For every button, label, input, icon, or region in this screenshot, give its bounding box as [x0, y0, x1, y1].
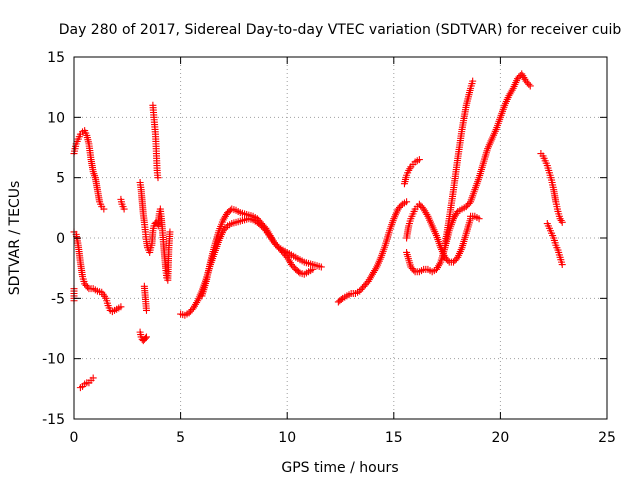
data-point [142, 333, 150, 341]
data-point [142, 306, 150, 314]
data-point [452, 255, 460, 263]
data-point [557, 217, 565, 225]
x-tick-label: 5 [176, 430, 185, 446]
data-point [295, 268, 303, 276]
data-point [154, 174, 162, 182]
series-arc-14 [441, 77, 477, 249]
data-point [141, 334, 149, 342]
data-point [222, 224, 230, 232]
data-point [465, 199, 473, 207]
data-point [403, 198, 411, 206]
data-point [317, 263, 325, 271]
data-point [117, 303, 125, 311]
y-tick-label: 5 [56, 171, 65, 187]
series-arc-17 [543, 220, 566, 269]
y-tick-label: 15 [47, 50, 65, 66]
data-point [469, 77, 477, 85]
data-point [337, 296, 345, 304]
series-arc-11 [400, 156, 423, 188]
series-arc-1b [70, 228, 125, 316]
series-arc-9 [198, 205, 325, 300]
x-axis-label: GPS time / hours [281, 460, 398, 476]
data-point [273, 242, 281, 250]
x-tick-label: 0 [70, 430, 79, 446]
tick-labels: 0 5 10 15 20 25 -15 -10 -5 0 5 10 15 [42, 50, 616, 446]
x-tick-label: 20 [491, 430, 509, 446]
data-point [89, 374, 97, 382]
data-point [397, 202, 405, 210]
series-arc-2 [76, 374, 97, 392]
y-tick-label: -5 [51, 291, 65, 307]
data-points [70, 70, 566, 392]
data-point [410, 266, 418, 274]
series-arc-10 [334, 198, 411, 306]
series-arc-7 [149, 101, 162, 182]
data-point [526, 82, 534, 90]
data-point [475, 215, 483, 223]
series-arc-3 [117, 195, 128, 213]
data-point [558, 218, 566, 226]
series-arc-4 [136, 178, 174, 284]
series-arc-5 [136, 328, 150, 345]
series-arc-15 [467, 212, 483, 223]
y-tick-label: 0 [56, 231, 65, 247]
data-point [166, 228, 174, 236]
data-point [558, 261, 566, 269]
y-axis-label: SDTVAR / TECUs [7, 181, 23, 296]
data-point [120, 205, 128, 213]
chart-title: Day 280 of 2017, Sidereal Day-to-day VTE… [59, 22, 622, 38]
data-point [415, 156, 423, 164]
series-arc-16 [537, 150, 566, 226]
y-tick-label: -10 [42, 352, 65, 368]
x-tick-label: 25 [598, 430, 616, 446]
series-arc-12 [403, 200, 475, 266]
data-point [444, 257, 452, 265]
series-arc-6 [140, 282, 150, 314]
y-tick-label: 10 [47, 110, 65, 126]
series-arc-13 [403, 70, 534, 276]
series-arc-1a [70, 127, 108, 213]
series-arc-8 [177, 215, 317, 319]
x-tick-label: 10 [278, 430, 296, 446]
data-point [525, 80, 533, 88]
axis-ticks [73, 56, 608, 420]
x-tick-label: 15 [385, 430, 403, 446]
data-point [84, 283, 92, 291]
y-tick-label: -15 [42, 412, 65, 428]
data-point [100, 205, 108, 213]
